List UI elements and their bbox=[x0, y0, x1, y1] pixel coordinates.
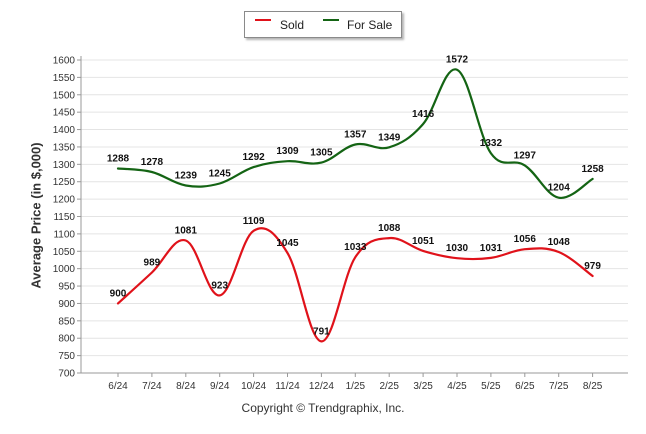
legend: Sold For Sale bbox=[244, 11, 402, 38]
y-tick-label: 1500 bbox=[53, 90, 76, 101]
y-tick-label: 1000 bbox=[53, 264, 76, 275]
series-lines bbox=[116, 68, 594, 343]
gridlines bbox=[81, 59, 628, 374]
data-label-sold: 1048 bbox=[548, 237, 571, 248]
x-tick-label: 9/24 bbox=[210, 381, 230, 392]
data-label-sold: 1030 bbox=[446, 243, 469, 254]
y-tick-label: 1050 bbox=[53, 247, 76, 258]
data-label-sold: 1051 bbox=[412, 236, 435, 247]
y-axis-title: Average Price (in $,000) bbox=[28, 142, 44, 289]
data-label-for-sale: 1258 bbox=[581, 164, 604, 175]
data-label-for-sale: 1332 bbox=[480, 138, 503, 149]
data-label-sold: 900 bbox=[110, 288, 127, 299]
x-tick-label: 11/24 bbox=[275, 381, 300, 392]
x-tick-label: 12/24 bbox=[309, 381, 334, 392]
x-tick-label: 5/25 bbox=[481, 381, 501, 392]
data-label-for-sale: 1297 bbox=[514, 150, 537, 161]
x-tick-label: 7/25 bbox=[549, 381, 569, 392]
x-tick-label: 8/25 bbox=[583, 381, 603, 392]
x-tick-label: 4/25 bbox=[447, 381, 467, 392]
data-label-for-sale: 1305 bbox=[310, 148, 333, 159]
data-label-for-sale: 1292 bbox=[242, 152, 265, 163]
x-tick-label: 8/24 bbox=[176, 381, 196, 392]
data-label-sold: 1109 bbox=[243, 216, 265, 227]
data-label-sold: 923 bbox=[211, 280, 228, 291]
y-tick-label: 1400 bbox=[53, 125, 76, 136]
data-label-for-sale: 1288 bbox=[107, 154, 130, 165]
y-tick-label: 1200 bbox=[53, 195, 76, 206]
data-label-for-sale: 1309 bbox=[276, 146, 299, 157]
data-label-sold: 979 bbox=[584, 261, 601, 272]
y-tick-label: 1600 bbox=[53, 56, 76, 67]
y-tick-label: 1250 bbox=[53, 177, 76, 188]
y-tick-label: 950 bbox=[58, 282, 75, 293]
axes bbox=[77, 56, 628, 377]
data-label-for-sale: 1239 bbox=[175, 171, 198, 182]
x-tick-label: 7/24 bbox=[142, 381, 162, 392]
data-label-sold: 989 bbox=[144, 257, 161, 268]
copyright-text: Copyright © Trendgraphix, Inc. bbox=[241, 401, 405, 415]
y-tick-label: 1150 bbox=[53, 212, 75, 223]
data-label-sold: 1088 bbox=[378, 223, 401, 234]
series-line-sold bbox=[116, 227, 594, 343]
y-tick-label: 1550 bbox=[53, 73, 76, 84]
legend-label-sold: Sold bbox=[280, 18, 305, 32]
data-label-for-sale: 1349 bbox=[378, 132, 401, 143]
data-label-for-sale: 1357 bbox=[344, 130, 367, 141]
data-label-for-sale: 1416 bbox=[412, 109, 435, 120]
y-tick-label: 1350 bbox=[53, 142, 76, 153]
x-tick-label: 10/24 bbox=[241, 381, 266, 392]
y-tick-label: 750 bbox=[58, 351, 75, 362]
y-tick-label: 1100 bbox=[53, 229, 75, 240]
y-tick-label: 1450 bbox=[53, 108, 76, 119]
data-label-sold: 1056 bbox=[514, 234, 537, 245]
data-labels: 900 989 1081 923 1109 1045 791 1033 1088 1051 1030… bbox=[107, 55, 604, 338]
legend-label-forsale: For Sale bbox=[347, 18, 393, 32]
data-label-for-sale: 1278 bbox=[141, 157, 164, 168]
x-tick-label: 1/25 bbox=[346, 381, 366, 392]
series-line-for-sale bbox=[116, 68, 594, 199]
data-label-for-sale: 1204 bbox=[548, 183, 571, 194]
x-tick-labels: 6/24 7/24 8/24 9/24 10/24 11/24 12/24 1/25 2/25 3… bbox=[108, 381, 603, 392]
x-tick-label: 3/25 bbox=[413, 381, 433, 392]
legend-swatch-forsale bbox=[323, 19, 339, 21]
x-tick-label: 2/25 bbox=[379, 381, 399, 392]
y-tick-label: 850 bbox=[58, 316, 75, 327]
data-label-sold: 1081 bbox=[175, 225, 198, 236]
y-tick-label: 700 bbox=[58, 369, 75, 380]
y-tick-label: 1300 bbox=[53, 160, 76, 171]
y-tick-labels: 700 750 800 850 900 950 1000 1050 1100 1150 1200 12… bbox=[53, 56, 76, 380]
data-label-sold: 1033 bbox=[344, 242, 367, 253]
data-label-for-sale: 1572 bbox=[446, 55, 469, 66]
data-label-for-sale: 1245 bbox=[209, 168, 232, 179]
legend-swatch-sold bbox=[255, 19, 271, 21]
data-label-sold: 1045 bbox=[276, 238, 299, 249]
data-label-sold: 791 bbox=[313, 326, 330, 337]
x-tick-label: 6/25 bbox=[515, 381, 535, 392]
x-tick-label: 6/24 bbox=[108, 381, 128, 392]
data-label-sold: 1031 bbox=[480, 243, 503, 254]
y-tick-label: 800 bbox=[58, 334, 75, 345]
y-tick-label: 900 bbox=[58, 299, 75, 310]
